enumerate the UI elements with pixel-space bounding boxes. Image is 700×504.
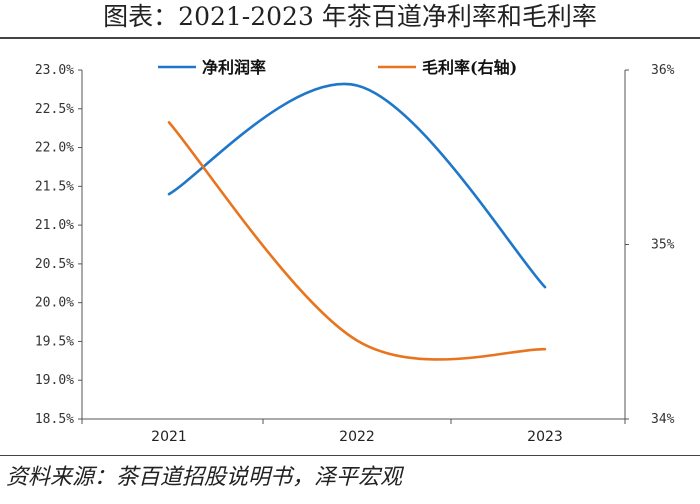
right-tick-label: 34% (651, 412, 675, 427)
left-tick-label: 19.5% (35, 334, 74, 349)
right-tick-label: 35% (651, 238, 675, 253)
left-tick-label: 22.5% (35, 102, 74, 117)
chart: 23.0% 22.5% 22.0% 21.5% 21.0% 20.5% 20.0% 19.5%… (35, 58, 675, 445)
left-tick-label: 21.0% (35, 218, 74, 233)
right-y-axis: 36% 35% 34% (624, 63, 675, 427)
series-line-2 (167, 121, 547, 361)
left-tick-label: 20.0% (35, 296, 74, 311)
source-divider (0, 455, 700, 456)
series-layer (167, 82, 547, 361)
legend-label-2: 毛利率(右轴) (422, 58, 517, 77)
series-line-1 (167, 82, 547, 289)
title-divider (0, 37, 700, 39)
left-tick-label: 21.5% (35, 179, 74, 194)
legend: 净利润率 毛利率(右轴) (158, 58, 517, 77)
x-tick-label: 2023 (527, 429, 563, 445)
legend-label-1: 净利润率 (202, 58, 266, 77)
left-tick-label: 19.0% (35, 373, 74, 388)
left-tick-label: 18.5% (35, 412, 74, 427)
left-tick-label: 23.0% (35, 63, 74, 78)
x-tick-label: 2021 (151, 429, 187, 445)
x-axis: 2021 2022 2023 (81, 418, 626, 445)
chart-title: 图表：2021-2023 年茶百道净利率和毛利率 (103, 2, 597, 31)
left-tick-label: 22.0% (35, 141, 74, 156)
left-tick-label: 20.5% (35, 257, 74, 272)
x-tick-label: 2022 (339, 429, 375, 445)
right-tick-label: 36% (651, 63, 675, 78)
source-note: 资料来源：茶百道招股说明书，泽平宏观 (6, 465, 403, 490)
left-y-axis: 23.0% 22.5% 22.0% 21.5% 21.0% 20.5% 20.0% 19.5%… (35, 63, 83, 427)
